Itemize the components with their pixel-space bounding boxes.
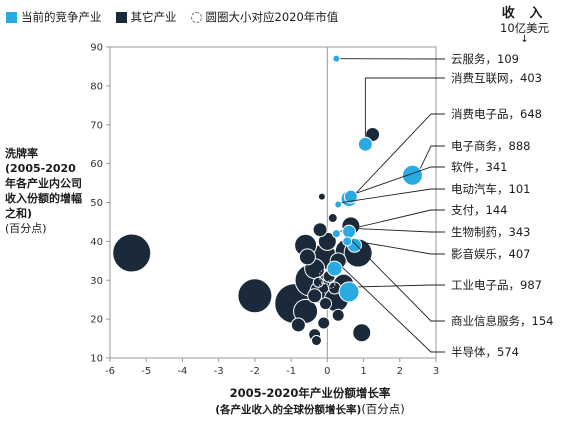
legend-item-current: 当前的竞争产业 bbox=[6, 9, 102, 25]
legend-item-size: 圆圈大小对应2020年市值 bbox=[190, 9, 339, 25]
legend-swatch-other bbox=[115, 11, 127, 23]
x-tick-label: 0 bbox=[324, 366, 330, 377]
x-tick-label: -4 bbox=[177, 366, 187, 377]
y-tick-label: 10 bbox=[90, 354, 103, 365]
point-label: 电子商务，888 bbox=[451, 139, 530, 153]
legend: 当前的竞争产业 其它产业 圆圈大小对应2020年市值 bbox=[6, 9, 352, 25]
y-tick-label: 60 bbox=[90, 159, 103, 170]
x-tick-label: -6 bbox=[105, 366, 115, 377]
leader-line bbox=[353, 227, 445, 233]
y-tick-label: 90 bbox=[90, 43, 103, 54]
revenue-unit: 10亿美元 bbox=[500, 21, 550, 35]
point-other-industry bbox=[319, 297, 333, 311]
point-current-industry bbox=[334, 200, 343, 209]
x-axis-unit: (百分点) bbox=[361, 402, 405, 416]
point-other-industry bbox=[352, 323, 372, 343]
x-axis-title: 2005-2020年产业份额增长率 bbox=[229, 386, 391, 400]
point-size-ring bbox=[326, 279, 336, 289]
point-label: 电动汽车，101 bbox=[451, 182, 530, 196]
point-label: 消费电子品，648 bbox=[451, 107, 542, 121]
y-tick-label: 80 bbox=[90, 81, 103, 92]
point-label: 支付，144 bbox=[451, 203, 507, 217]
point-current-industry bbox=[401, 164, 423, 186]
point-current-industry bbox=[338, 281, 360, 303]
point-label: 云服务，109 bbox=[451, 52, 519, 66]
point-label: 软件，341 bbox=[451, 160, 507, 174]
x-tick-label: -3 bbox=[214, 366, 224, 377]
y-tick-label: 70 bbox=[90, 120, 103, 131]
leader-line bbox=[355, 166, 445, 194]
x-tick-label: 1 bbox=[360, 366, 366, 377]
legend-label-current: 当前的竞争产业 bbox=[21, 10, 102, 24]
point-label: 消费互联网，403 bbox=[451, 71, 542, 85]
y-axis-label: 洗牌率 (2005-2020年各产业内公司收入份额的增幅之和) (百分点) bbox=[5, 146, 85, 236]
dashed-circle-icon bbox=[190, 11, 202, 23]
leader-line bbox=[354, 113, 445, 195]
point-other-industry bbox=[312, 276, 324, 288]
x-tick-label: 2 bbox=[397, 366, 403, 377]
leader-line bbox=[359, 241, 445, 255]
point-label: 影音娱乐，407 bbox=[451, 247, 530, 261]
y-tick-label: 50 bbox=[90, 198, 103, 209]
x-tick-label: 3 bbox=[433, 366, 439, 377]
point-label: 工业电子品，987 bbox=[451, 278, 542, 292]
point-current-industry bbox=[342, 224, 357, 239]
point-other-industry bbox=[317, 231, 337, 251]
point-current-industry bbox=[342, 236, 353, 247]
legend-item-other: 其它产业 bbox=[115, 9, 177, 25]
y-tick-label: 30 bbox=[90, 276, 103, 287]
down-arrow-icon: ↓ bbox=[520, 34, 529, 45]
legend-swatch-current bbox=[6, 11, 17, 23]
plot-frame bbox=[109, 46, 437, 359]
point-other-industry bbox=[331, 308, 345, 322]
point-other-industry bbox=[327, 213, 338, 224]
point-size-ring bbox=[318, 282, 330, 294]
point-other-industry bbox=[317, 316, 331, 330]
leader-line bbox=[339, 264, 445, 353]
point-label: 生物制药，343 bbox=[451, 225, 530, 239]
point-current-industry bbox=[357, 136, 373, 152]
point-other-industry bbox=[290, 317, 306, 333]
point-other-industry bbox=[112, 233, 152, 273]
point-label: 商业信息服务，154 bbox=[451, 314, 553, 328]
leader-line bbox=[339, 209, 445, 233]
point-other-industry bbox=[237, 278, 273, 314]
point-current-industry bbox=[343, 189, 358, 204]
point-other-industry bbox=[312, 222, 328, 238]
point-other-industry bbox=[298, 248, 316, 266]
revenue-title: 收 入 bbox=[501, 6, 548, 21]
x-axis-label: 2005-2020年产业份额增长率 (各产业收入的全球份额增长率)(百分点) bbox=[160, 385, 460, 418]
y-axis-title: 洗牌率 bbox=[5, 147, 38, 160]
revenue-note: 收 入 10亿美元 ↓ bbox=[500, 7, 549, 45]
leader-line bbox=[340, 188, 445, 204]
y-tick-label: 20 bbox=[90, 315, 103, 326]
point-current-industry bbox=[331, 229, 341, 239]
y-axis-desc: (2005-2020年各产业内公司收入份额的增幅之和) bbox=[5, 162, 82, 220]
y-axis-unit: (百分点) bbox=[5, 222, 47, 235]
x-tick-label: -2 bbox=[250, 366, 260, 377]
point-current-industry bbox=[332, 54, 341, 63]
leader-line bbox=[356, 284, 445, 288]
legend-label-size: 圆圈大小对应2020年市值 bbox=[205, 10, 339, 24]
leader-line bbox=[350, 238, 445, 322]
leader-line bbox=[419, 145, 445, 171]
point-current-industry bbox=[326, 260, 343, 277]
point-label: 半导体，574 bbox=[451, 345, 519, 359]
point-other-industry bbox=[307, 288, 323, 304]
legend-label-other: 其它产业 bbox=[130, 10, 177, 24]
point-other-industry bbox=[317, 192, 326, 201]
leader-line bbox=[364, 77, 445, 138]
x-tick-label: -5 bbox=[141, 366, 151, 377]
x-axis-desc: (各产业收入的全球份额增长率) bbox=[215, 404, 362, 416]
point-other-industry bbox=[310, 335, 322, 347]
x-tick-label: -1 bbox=[286, 366, 296, 377]
y-tick-label: 40 bbox=[90, 237, 103, 248]
